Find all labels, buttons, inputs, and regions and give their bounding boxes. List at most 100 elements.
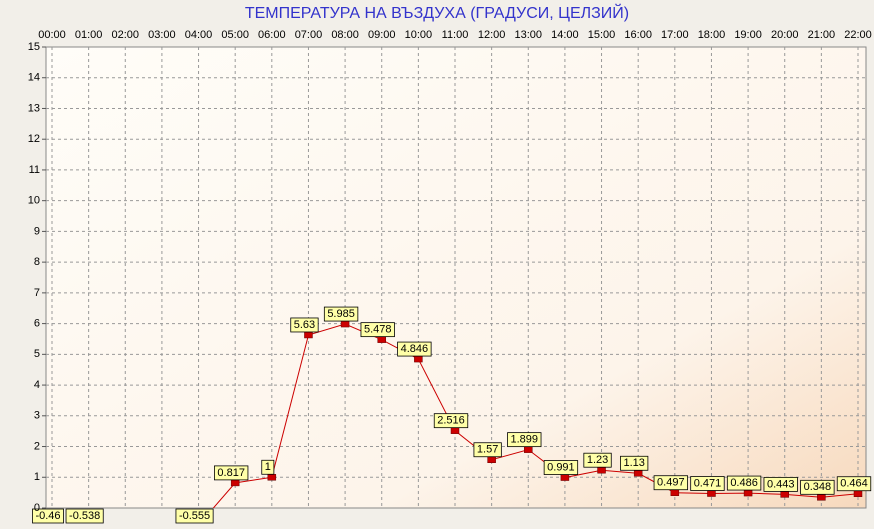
x-tick-label: 06:00	[258, 29, 286, 41]
value-label-box	[214, 465, 249, 481]
x-tick-label: 03:00	[148, 29, 176, 41]
value-label-box	[800, 479, 835, 495]
y-tick-label: 6	[34, 318, 40, 330]
marker	[597, 466, 606, 474]
x-tick-label: 13:00	[515, 29, 543, 41]
y-tick-label: 1	[34, 471, 40, 483]
marker	[707, 490, 716, 497]
y-tick-label: 10	[28, 195, 40, 207]
value-label: 1.899	[511, 434, 539, 446]
value-label-box	[65, 508, 104, 524]
value-label: 5.478	[364, 324, 392, 336]
value-label-box	[653, 475, 688, 491]
value-label-box	[583, 452, 612, 468]
value-label-box	[397, 341, 432, 357]
x-tick-label: 20:00	[771, 29, 799, 41]
value-label: 1.13	[623, 457, 644, 469]
x-tick-label: 17:00	[661, 29, 689, 41]
value-label-box	[290, 317, 319, 333]
marker	[487, 456, 496, 463]
value-label-box	[836, 476, 872, 492]
value-label-box	[726, 475, 762, 491]
value-label: -0.555	[179, 510, 210, 522]
series	[212, 320, 863, 508]
value-label-box	[175, 508, 214, 524]
x-tick-label: 09:00	[368, 29, 396, 41]
y-tick-label: 14	[28, 72, 40, 84]
value-label: 0.817	[217, 467, 245, 479]
marker	[633, 470, 643, 477]
marker	[780, 491, 789, 498]
value-label-box	[690, 476, 725, 491]
plot-area	[45, 46, 867, 509]
y-tick-label: 12	[28, 133, 40, 145]
value-label-box	[360, 322, 395, 338]
marker	[743, 489, 753, 497]
value-label: 2.516	[437, 415, 465, 427]
x-tick-label: 14:00	[551, 29, 579, 41]
value-label: 5.985	[327, 308, 355, 320]
y-tick-label: 9	[34, 225, 40, 237]
chart-title: ТЕМПЕРАТУРА НА ВЪЗДУХА (ГРАДУСИ, ЦЕЛЗИЙ)	[245, 3, 629, 22]
value-label-box	[261, 459, 275, 475]
marker	[414, 355, 423, 363]
value-label: 1.23	[587, 454, 608, 466]
x-tick-label: 12:00	[478, 29, 506, 41]
y-tick-label: 11	[29, 164, 40, 176]
x-tick-label: 16:00	[624, 29, 652, 41]
x-tick-label: 22:00	[844, 29, 872, 41]
x-tick-label: 02:00	[112, 29, 140, 41]
marker	[377, 336, 386, 343]
value-label: 0.991	[547, 461, 575, 473]
y-tick-label: 3	[34, 410, 40, 422]
marker	[267, 474, 277, 481]
value-label: 0.486	[730, 477, 758, 489]
x-tick-label: 21:00	[808, 29, 836, 41]
value-label: 0.443	[767, 478, 795, 490]
marker	[817, 494, 826, 501]
x-tick-label: 04:00	[185, 29, 213, 41]
value-label-box	[433, 413, 469, 429]
marker	[230, 479, 240, 487]
x-tick-label: 19:00	[734, 29, 762, 41]
marker	[304, 331, 313, 339]
y-tick-label: 8	[34, 256, 40, 268]
y-tick-label: 4	[34, 379, 40, 391]
value-label-box	[620, 455, 649, 471]
value-label: 1.57	[477, 444, 498, 456]
value-label: 1	[265, 461, 271, 473]
value-label-box	[32, 508, 64, 524]
x-tick-label: 07:00	[295, 29, 323, 41]
value-label-box	[543, 460, 579, 475]
value-label: 5.63	[294, 319, 315, 331]
value-label: -0.538	[69, 510, 100, 522]
y-tick-label: 13	[28, 102, 40, 114]
value-label-box	[507, 432, 542, 448]
x-tick-label: 05:00	[221, 29, 249, 41]
x-tick-label: 00:00	[38, 29, 66, 41]
value-label: 4.846	[401, 343, 429, 355]
value-label-box	[473, 442, 502, 458]
marker	[524, 446, 533, 453]
y-tick-label: 0	[34, 502, 40, 514]
value-label-box	[323, 306, 359, 322]
value-label: -0.46	[35, 510, 60, 522]
marker	[670, 489, 680, 496]
y-tick-label: 15	[28, 41, 40, 53]
x-tick-label: 01:00	[75, 29, 103, 41]
marker	[853, 490, 863, 497]
value-label: 0.464	[840, 478, 868, 490]
x-tick-label: 11:00	[442, 29, 469, 41]
marker	[560, 474, 570, 481]
x-tick-label: 18:00	[698, 29, 726, 41]
value-label: 0.471	[694, 477, 722, 489]
marker	[340, 320, 350, 328]
y-tick-label: 5	[34, 348, 40, 360]
marker	[450, 427, 460, 434]
value-labels: -0.46 -0.538 -0.555 0.817 1 5.63 5.985 5.478 4.8…	[32, 306, 872, 524]
x-tick-label: 10:00	[405, 29, 433, 41]
x-tick-label: 15:00	[588, 29, 616, 41]
x-tick-label: 08:00	[331, 29, 359, 41]
